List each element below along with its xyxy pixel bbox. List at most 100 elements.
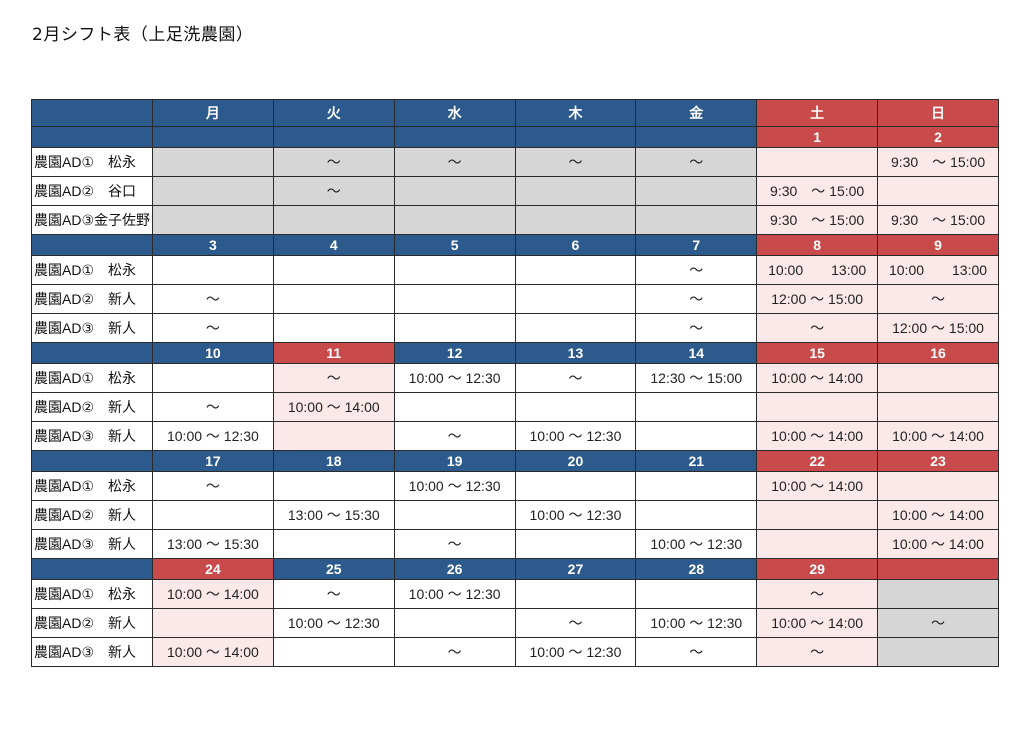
shift-cell[interactable]: 12:00 ～ 15:00 xyxy=(756,284,879,314)
shift-cell[interactable]: ～ xyxy=(756,637,879,667)
shift-cell[interactable] xyxy=(393,284,516,314)
shift-cell[interactable]: 10:00 ～ 14:00 xyxy=(152,579,274,609)
shift-cell[interactable] xyxy=(514,255,637,285)
shift-cell[interactable]: 10:00 13:00 xyxy=(877,255,999,285)
shift-cell[interactable] xyxy=(756,500,879,530)
shift-cell[interactable] xyxy=(514,313,637,343)
shift-cell[interactable] xyxy=(877,392,999,422)
shift-cell[interactable]: ～ xyxy=(514,147,637,177)
shift-cell[interactable]: ～ xyxy=(756,313,879,343)
shift-cell[interactable] xyxy=(393,255,516,285)
shift-cell[interactable] xyxy=(635,176,758,206)
shift-cell[interactable] xyxy=(152,205,274,235)
shift-cell[interactable] xyxy=(635,392,758,422)
shift-cell[interactable] xyxy=(393,313,516,343)
shift-cell[interactable]: 9:30 ～ 15:00 xyxy=(756,205,879,235)
shift-cell[interactable] xyxy=(877,637,999,667)
shift-cell[interactable]: ～ xyxy=(272,176,395,206)
shift-cell[interactable] xyxy=(272,284,395,314)
shift-cell[interactable]: ～ xyxy=(152,471,274,501)
shift-cell[interactable]: 10:00 ～ 12:30 xyxy=(393,579,516,609)
shift-cell[interactable]: ～ xyxy=(635,147,758,177)
shift-cell[interactable]: 9:30 ～ 15:00 xyxy=(877,147,999,177)
shift-cell[interactable]: 13:00 ～ 15:30 xyxy=(272,500,395,530)
shift-cell[interactable] xyxy=(152,255,274,285)
shift-cell[interactable]: ～ xyxy=(635,637,758,667)
shift-cell[interactable] xyxy=(635,500,758,530)
shift-cell[interactable] xyxy=(393,176,516,206)
shift-cell[interactable] xyxy=(152,608,274,638)
shift-cell[interactable]: ～ xyxy=(635,313,758,343)
shift-cell[interactable]: 10:00 ～ 14:00 xyxy=(877,529,999,559)
shift-cell[interactable] xyxy=(756,529,879,559)
shift-cell[interactable]: 10:00 ～ 14:00 xyxy=(152,637,274,667)
shift-cell[interactable]: 10:00 ～ 14:00 xyxy=(756,421,879,451)
shift-cell[interactable]: 10:00 ～ 14:00 xyxy=(272,392,395,422)
shift-cell[interactable]: 10:00 ～ 12:30 xyxy=(635,529,758,559)
shift-cell[interactable]: ～ xyxy=(877,284,999,314)
shift-cell[interactable] xyxy=(514,284,637,314)
shift-cell[interactable]: ～ xyxy=(393,147,516,177)
shift-cell[interactable]: 10:00 ～ 12:30 xyxy=(514,421,637,451)
shift-cell[interactable]: ～ xyxy=(272,579,395,609)
shift-cell[interactable] xyxy=(152,147,274,177)
shift-cell[interactable] xyxy=(152,500,274,530)
shift-cell[interactable] xyxy=(393,608,516,638)
shift-cell[interactable]: 10:00 ～ 12:30 xyxy=(635,608,758,638)
shift-cell[interactable]: 10:00 ～ 12:30 xyxy=(393,363,516,393)
shift-cell[interactable] xyxy=(272,529,395,559)
shift-cell[interactable] xyxy=(635,471,758,501)
shift-cell[interactable]: 10:00 ～ 12:30 xyxy=(514,500,637,530)
shift-cell[interactable]: ～ xyxy=(393,421,516,451)
shift-cell[interactable]: ～ xyxy=(756,579,879,609)
shift-cell[interactable] xyxy=(272,255,395,285)
shift-cell[interactable] xyxy=(514,205,637,235)
shift-cell[interactable] xyxy=(635,421,758,451)
shift-cell[interactable] xyxy=(877,176,999,206)
shift-cell[interactable] xyxy=(393,500,516,530)
shift-cell[interactable] xyxy=(272,637,395,667)
shift-cell[interactable]: ～ xyxy=(152,284,274,314)
shift-cell[interactable] xyxy=(877,579,999,609)
shift-cell[interactable]: 10:00 ～ 12:30 xyxy=(272,608,395,638)
shift-cell[interactable]: 10:00 ～ 14:00 xyxy=(756,363,879,393)
shift-cell[interactable]: 10:00 ～ 12:30 xyxy=(152,421,274,451)
shift-cell[interactable]: 10:00 ～ 14:00 xyxy=(756,608,879,638)
shift-cell[interactable]: ～ xyxy=(877,608,999,638)
shift-cell[interactable]: 10:00 ～ 14:00 xyxy=(877,500,999,530)
shift-cell[interactable] xyxy=(393,392,516,422)
shift-cell[interactable]: ～ xyxy=(152,313,274,343)
shift-cell[interactable]: 10:00 ～ 12:30 xyxy=(514,637,637,667)
shift-cell[interactable]: 10:00 ～ 14:00 xyxy=(756,471,879,501)
shift-cell[interactable]: ～ xyxy=(272,147,395,177)
shift-cell[interactable] xyxy=(635,205,758,235)
shift-cell[interactable]: ～ xyxy=(393,529,516,559)
shift-cell[interactable]: 9:30 ～ 15:00 xyxy=(756,176,879,206)
shift-cell[interactable]: ～ xyxy=(514,608,637,638)
shift-cell[interactable]: 10:00 ～ 12:30 xyxy=(393,471,516,501)
shift-cell[interactable] xyxy=(152,176,274,206)
shift-cell[interactable] xyxy=(756,392,879,422)
shift-cell[interactable] xyxy=(514,529,637,559)
shift-cell[interactable] xyxy=(877,363,999,393)
shift-cell[interactable]: 10:00 ～ 14:00 xyxy=(877,421,999,451)
shift-cell[interactable] xyxy=(514,579,637,609)
shift-cell[interactable]: 9:30 ～ 15:00 xyxy=(877,205,999,235)
shift-cell[interactable] xyxy=(272,471,395,501)
shift-cell[interactable]: ～ xyxy=(635,284,758,314)
shift-cell[interactable]: 12:00 ～ 15:00 xyxy=(877,313,999,343)
shift-cell[interactable] xyxy=(514,471,637,501)
shift-cell[interactable]: ～ xyxy=(393,637,516,667)
shift-cell[interactable] xyxy=(272,313,395,343)
shift-cell[interactable] xyxy=(393,205,516,235)
shift-cell[interactable]: ～ xyxy=(635,255,758,285)
shift-cell[interactable]: 12:30 ～ 15:00 xyxy=(635,363,758,393)
shift-cell[interactable]: 13:00 ～ 15:30 xyxy=(152,529,274,559)
shift-cell[interactable] xyxy=(756,147,879,177)
shift-cell[interactable]: ～ xyxy=(272,363,395,393)
shift-cell[interactable]: ～ xyxy=(514,363,637,393)
shift-cell[interactable] xyxy=(635,579,758,609)
shift-cell[interactable] xyxy=(877,471,999,501)
shift-cell[interactable]: 10:00 13:00 xyxy=(756,255,879,285)
shift-cell[interactable] xyxy=(514,176,637,206)
